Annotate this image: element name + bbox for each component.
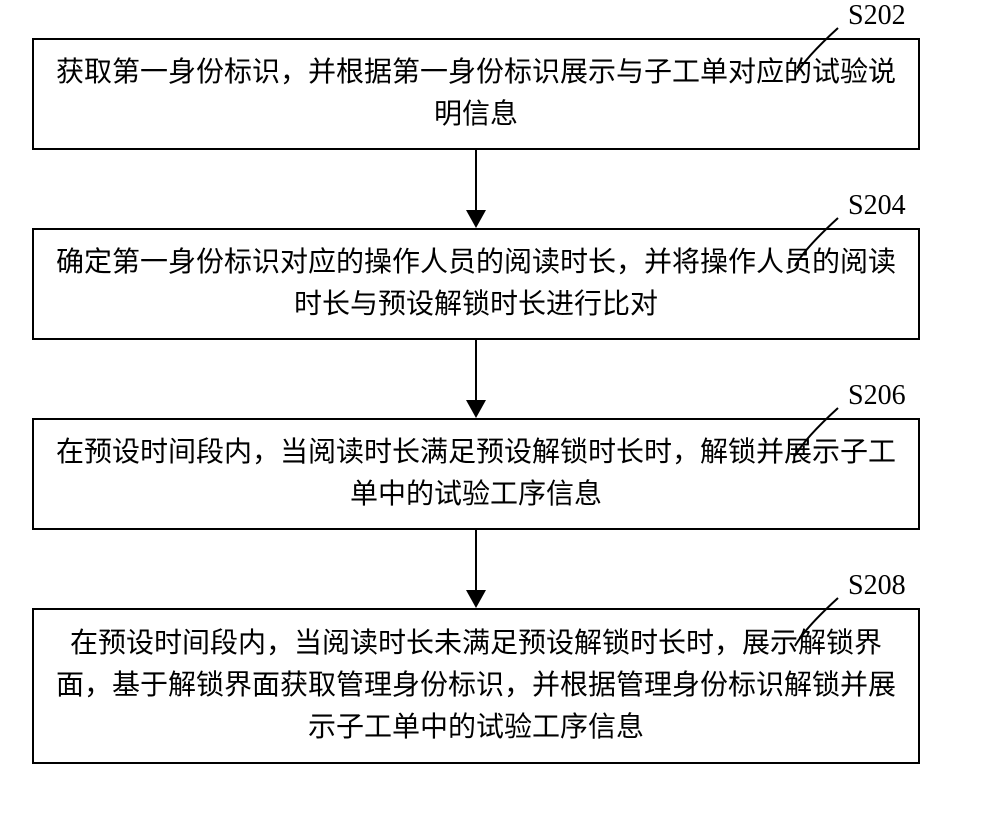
step-label: S202 bbox=[848, 0, 906, 32]
flow-step-box: 在预设时间段内，当阅读时长满足预设解锁时长时，解锁并展示子工单中的试验工序信息 bbox=[32, 418, 920, 530]
flow-step-text: 确定第一身份标识对应的操作人员的阅读时长，并将操作人员的阅读时长与预设解锁时长进… bbox=[34, 242, 918, 326]
step-label: S206 bbox=[848, 380, 906, 412]
flowchart-container: 获取第一身份标识，并根据第一身份标识展示与子工单对应的试验说明信息 S202 确定第… bbox=[0, 0, 1000, 823]
flow-step-box: 获取第一身份标识，并根据第一身份标识展示与子工单对应的试验说明信息 bbox=[32, 38, 920, 150]
step-label: S208 bbox=[848, 570, 906, 602]
flow-step-text: 在预设时间段内，当阅读时长满足预设解锁时长时，解锁并展示子工单中的试验工序信息 bbox=[34, 432, 918, 516]
flow-step-box: 在预设时间段内，当阅读时长未满足预设解锁时长时，展示解锁界面，基于解锁界面获取管… bbox=[32, 608, 920, 764]
flow-step-text: 在预设时间段内，当阅读时长未满足预设解锁时长时，展示解锁界面，基于解锁界面获取管… bbox=[34, 623, 918, 749]
flow-step-text: 获取第一身份标识，并根据第一身份标识展示与子工单对应的试验说明信息 bbox=[34, 52, 918, 136]
step-label: S204 bbox=[848, 190, 906, 222]
flow-step-box: 确定第一身份标识对应的操作人员的阅读时长，并将操作人员的阅读时长与预设解锁时长进… bbox=[32, 228, 920, 340]
